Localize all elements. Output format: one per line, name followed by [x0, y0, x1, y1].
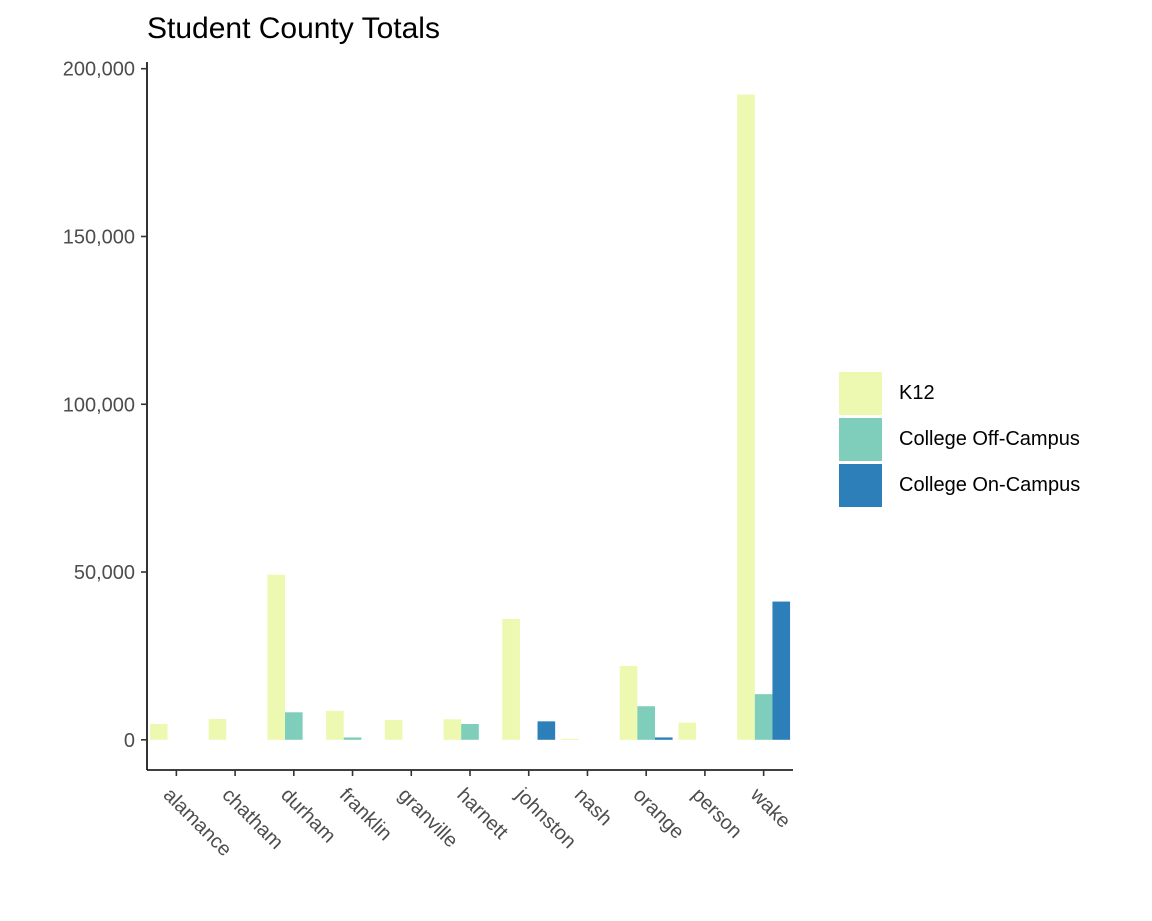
legend-label-college-on-campus: College On-Campus	[899, 473, 1081, 496]
bar-johnston-k12	[502, 619, 520, 740]
legend-label-college-off-campus: College Off-Campus	[899, 427, 1080, 450]
x-tick-label: granville	[394, 784, 462, 852]
bar-durham-k12	[267, 574, 286, 740]
bar-franklin-k12	[326, 710, 344, 740]
bar-orange-k12	[619, 665, 638, 740]
bar-alamance-k12	[149, 724, 168, 740]
x-tick-label: wake	[745, 783, 794, 832]
bar-johnston-college-on-campus	[537, 721, 556, 740]
bar-chatham-k12	[208, 719, 227, 740]
x-tick-label: person	[687, 784, 746, 843]
bar-wake-k12	[737, 94, 755, 740]
bar-granville-k12	[384, 720, 403, 740]
y-tick-label: 100,000	[63, 394, 135, 416]
legend: K12 College Off-Campus College On-Campus	[839, 370, 1080, 508]
legend-item-college-off-campus: College Off-Campus	[839, 416, 1080, 462]
bar-orange-college-off-campus	[637, 706, 655, 740]
x-tick-label: orange	[629, 784, 689, 844]
bar-wake-college-off-campus	[754, 694, 773, 740]
bar-durham-college-off-campus	[285, 712, 303, 740]
y-tick-label: 50,000	[74, 562, 135, 584]
y-tick-label: 200,000	[63, 59, 135, 81]
bar-person-k12	[678, 722, 697, 740]
chart-title: Student County Totals	[147, 12, 440, 45]
legend-key-k12	[839, 371, 882, 415]
y-tick-label: 0	[124, 730, 135, 752]
bar-nash-k12	[561, 738, 579, 740]
y-tick-label: 150,000	[63, 226, 135, 248]
legend-key-college-off-campus	[839, 417, 882, 461]
bar-harnett-k12	[443, 719, 462, 740]
legend-item-k12: K12	[839, 370, 1080, 416]
bar-franklin-college-off-campus	[343, 737, 362, 740]
legend-item-college-on-campus: College On-Campus	[839, 462, 1080, 508]
x-tick-label: nash	[570, 784, 616, 830]
bar-harnett-college-off-campus	[461, 724, 479, 740]
x-tick-label: franklin	[335, 784, 396, 845]
x-tick-label: johnston	[510, 783, 580, 853]
legend-label-k12: K12	[899, 381, 935, 404]
bar-orange-college-on-campus	[654, 737, 673, 740]
legend-key-college-on-campus	[839, 463, 882, 507]
bar-wake-college-on-campus	[772, 601, 791, 740]
